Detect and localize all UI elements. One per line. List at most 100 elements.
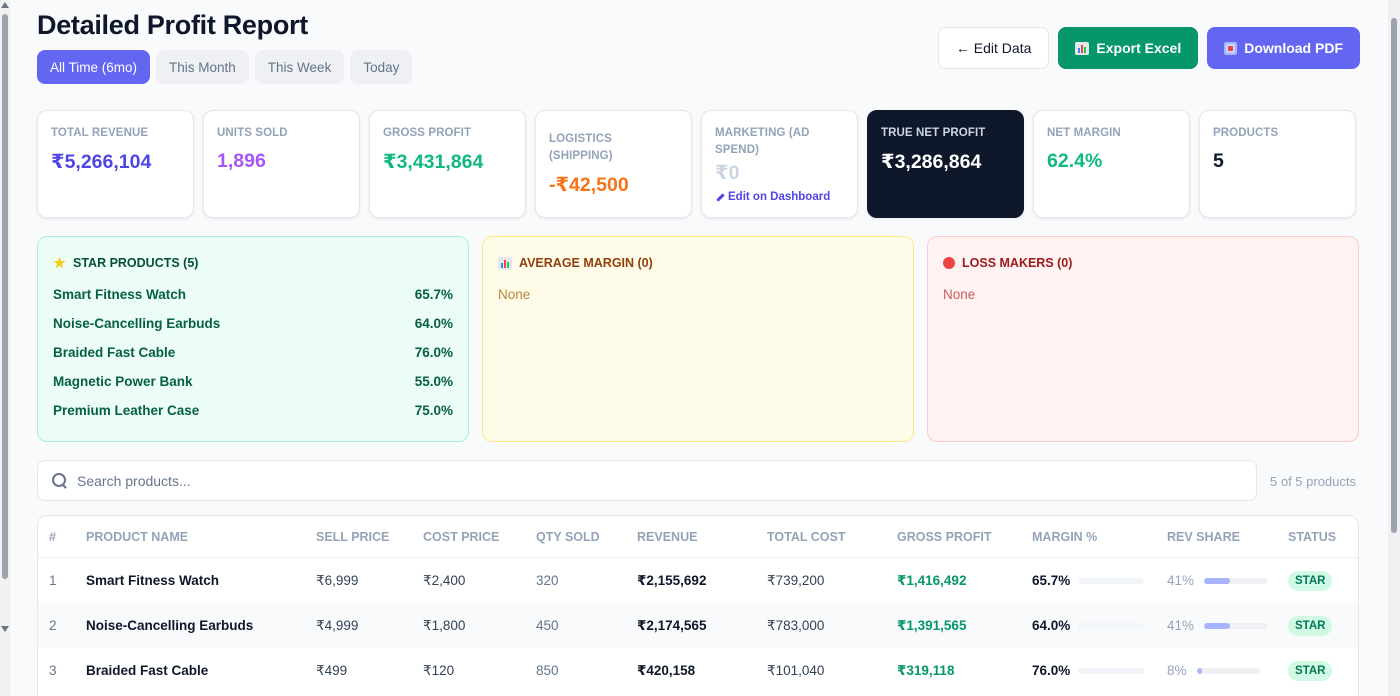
status-badge: STAR bbox=[1288, 570, 1333, 591]
rev-share-cell: 41% bbox=[1167, 573, 1288, 588]
kpi-label: Gross Profit bbox=[383, 127, 472, 139]
red-circle-icon bbox=[943, 257, 955, 269]
kpi-logistics: Logistics (Shipping) -₹42,500 bbox=[535, 110, 692, 218]
table-row[interactable]: 1 Smart Fitness Watch ₹6,999 ₹2,400 320 … bbox=[38, 558, 1358, 603]
column-header[interactable]: # bbox=[49, 529, 56, 544]
loss-makers-panel: Loss Makers (0) None bbox=[927, 236, 1359, 442]
kpi-label: Total Revenue bbox=[51, 127, 149, 139]
export-excel-button[interactable]: Export Excel bbox=[1058, 27, 1199, 69]
kpi-value: 62.4% bbox=[1047, 150, 1103, 172]
rev-share-fill bbox=[1204, 622, 1230, 629]
time-filter-group: All Time (6mo) This Month This Week Toda… bbox=[37, 50, 413, 84]
scroll-down-arrow-icon[interactable] bbox=[1, 626, 9, 632]
rev-share-bar bbox=[1204, 622, 1268, 629]
row-number: 2 bbox=[49, 618, 57, 633]
scroll-thumb-right[interactable] bbox=[1391, 18, 1397, 533]
rev-share-bar bbox=[1196, 667, 1260, 674]
table-header: # Product Name Sell Price Cost Price Qty… bbox=[38, 516, 1358, 558]
filter-this-week[interactable]: This Week bbox=[254, 50, 345, 84]
margin-cell: 65.7% bbox=[1032, 573, 1167, 588]
right-scrollbar[interactable] bbox=[1388, 0, 1400, 696]
edit-data-button[interactable]: ← Edit Data bbox=[937, 27, 1050, 69]
kpi-true-net-profit: True Net Profit ₹3,286,864 bbox=[867, 110, 1024, 218]
total-cost: ₹783,000 bbox=[767, 617, 825, 633]
edit-on-dashboard-link[interactable]: Edit on Dashboard bbox=[715, 191, 844, 203]
star-icon bbox=[53, 256, 66, 269]
bar-chart-icon bbox=[498, 256, 512, 270]
table-row[interactable]: 3 Braided Fast Cable ₹499 ₹120 850 ₹420,… bbox=[38, 648, 1358, 693]
margin-bar bbox=[1078, 667, 1145, 674]
column-header[interactable]: Rev Share bbox=[1167, 529, 1240, 544]
scroll-up-arrow-icon[interactable] bbox=[1, 2, 9, 8]
revenue: ₹2,155,692 bbox=[637, 572, 707, 588]
panel-header: Average Margin (0) bbox=[498, 256, 898, 270]
download-pdf-button[interactable]: Download PDF bbox=[1207, 27, 1360, 69]
filter-today[interactable]: Today bbox=[350, 50, 413, 84]
product-name: Noise-Cancelling Earbuds bbox=[53, 316, 221, 331]
header-actions: ← Edit Data Export Excel Download PDF bbox=[937, 27, 1360, 69]
kpi-label: Units Sold bbox=[217, 127, 288, 139]
product-margin: 75.0% bbox=[414, 403, 453, 418]
rev-share-bar bbox=[1204, 577, 1268, 584]
kpi-label: Products bbox=[1213, 127, 1279, 139]
revenue: ₹2,174,565 bbox=[637, 617, 707, 633]
rev-share-cell: 8% bbox=[1167, 663, 1288, 678]
filter-this-month[interactable]: This Month bbox=[156, 50, 249, 84]
column-header[interactable]: Total Cost bbox=[767, 529, 846, 544]
margin-cell: 64.0% bbox=[1032, 618, 1167, 633]
panel-header: Star Products (5) bbox=[53, 256, 453, 270]
product-name: Noise-Cancelling Earbuds bbox=[86, 618, 254, 633]
cost-price: ₹120 bbox=[423, 662, 455, 678]
column-header[interactable]: Sell Price bbox=[316, 529, 390, 544]
margin-value: 76.0% bbox=[1032, 663, 1071, 678]
column-header[interactable]: Qty Sold bbox=[536, 529, 600, 544]
column-header[interactable]: Gross Profit bbox=[897, 529, 992, 544]
row-number: 1 bbox=[49, 573, 57, 588]
rev-share-value: 8% bbox=[1167, 663, 1187, 678]
bar-chart-icon bbox=[1075, 41, 1090, 55]
margin-value: 64.0% bbox=[1032, 618, 1071, 633]
status-cell: STAR bbox=[1288, 660, 1358, 681]
panel-title: Average Margin (0) bbox=[519, 256, 653, 270]
margin-bar bbox=[1078, 577, 1145, 584]
status-badge: STAR bbox=[1288, 615, 1333, 636]
search-input[interactable] bbox=[77, 472, 1177, 489]
filter-all-time[interactable]: All Time (6mo) bbox=[37, 50, 151, 84]
product-margin: 76.0% bbox=[414, 345, 453, 360]
total-cost: ₹101,040 bbox=[767, 662, 825, 678]
cost-price: ₹1,800 bbox=[423, 617, 466, 633]
export-excel-label: Export Excel bbox=[1096, 40, 1182, 56]
table-row[interactable]: 2 Noise-Cancelling Earbuds ₹4,999 ₹1,800… bbox=[38, 603, 1358, 648]
product-count: 5 of 5 products bbox=[1270, 474, 1356, 489]
average-margin-panel: Average Margin (0) None bbox=[482, 236, 914, 442]
kpi-value: 5 bbox=[1213, 150, 1224, 172]
qty-sold: 850 bbox=[536, 663, 559, 678]
product-margin: 65.7% bbox=[414, 287, 453, 302]
column-header[interactable]: Status bbox=[1288, 529, 1337, 544]
star-product-list: Smart Fitness Watch 65.7% Noise-Cancelli… bbox=[53, 287, 453, 432]
product-name: Braided Fast Cable bbox=[53, 345, 176, 360]
kpi-net-margin: Net Margin 62.4% bbox=[1033, 110, 1190, 218]
left-scrollbar[interactable] bbox=[0, 0, 10, 696]
row-number: 3 bbox=[49, 663, 57, 678]
kpi-value: ₹3,431,864 bbox=[383, 151, 484, 173]
column-header[interactable]: Revenue bbox=[637, 529, 698, 544]
kpi-cards: Total Revenue ₹5,266,104 Units Sold 1,89… bbox=[37, 110, 1356, 218]
rev-share-value: 41% bbox=[1167, 573, 1195, 588]
qty-sold: 450 bbox=[536, 618, 559, 633]
margin-bar bbox=[1078, 622, 1145, 629]
margin-value: 65.7% bbox=[1032, 573, 1071, 588]
scroll-thumb[interactable] bbox=[2, 14, 8, 579]
margin-cell: 76.0% bbox=[1032, 663, 1167, 678]
kpi-products: Products 5 bbox=[1199, 110, 1356, 218]
qty-sold: 320 bbox=[536, 573, 559, 588]
column-header[interactable]: Cost Price bbox=[423, 529, 500, 544]
column-header[interactable]: Product Name bbox=[86, 529, 189, 544]
product-name: Braided Fast Cable bbox=[86, 663, 209, 678]
kpi-label: Logistics (Shipping) bbox=[549, 133, 613, 162]
panel-title: Loss Makers (0) bbox=[962, 256, 1073, 270]
status-badge: STAR bbox=[1288, 660, 1333, 681]
list-item: Smart Fitness Watch 65.7% bbox=[53, 287, 453, 316]
kpi-total-revenue: Total Revenue ₹5,266,104 bbox=[37, 110, 194, 218]
column-header[interactable]: Margin % bbox=[1032, 529, 1098, 544]
